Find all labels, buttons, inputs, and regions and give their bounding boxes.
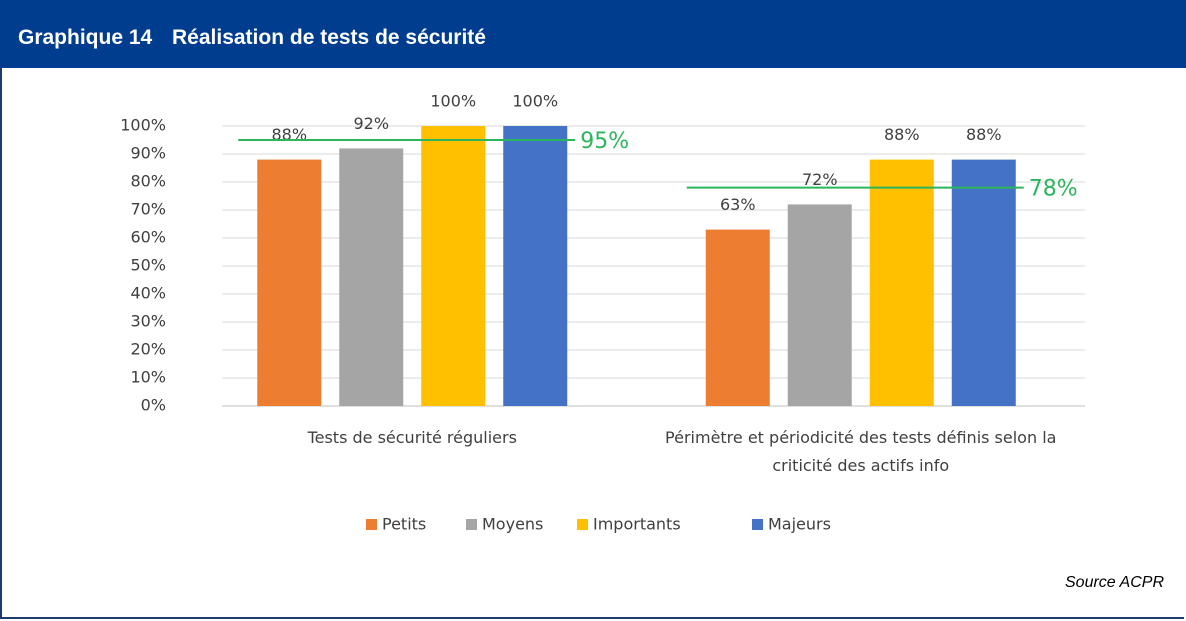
data-label: 88% (966, 125, 1002, 144)
y-tick-label: 0% (141, 396, 166, 415)
data-label: 88% (884, 125, 920, 144)
source: Source ACPR (1065, 574, 1164, 591)
legend-swatch (752, 519, 763, 530)
header: Graphique 14 Réalisation de tests de séc… (0, 0, 1186, 68)
bar (951, 159, 1016, 406)
y-tick-label: 40% (130, 284, 166, 303)
data-label: 88% (271, 125, 307, 144)
reference-label: 78% (1029, 177, 1078, 202)
legend-label: Importants (593, 515, 681, 534)
y-tick-label: 30% (130, 312, 166, 331)
y-tick-label: 20% (130, 340, 166, 359)
legend-swatch (577, 519, 588, 530)
bar (339, 148, 404, 406)
bar (705, 229, 770, 406)
y-tick-label: 80% (130, 172, 166, 191)
legend-swatch (466, 519, 477, 530)
x-tick-label: Tests de sécurité réguliers (307, 428, 517, 447)
data-label: 63% (720, 195, 756, 214)
y-tick-label: 60% (130, 228, 166, 247)
bar (421, 126, 486, 406)
legend-swatch (366, 519, 377, 530)
bar (787, 204, 852, 406)
y-tick-label: 50% (130, 256, 166, 275)
data-label: 92% (353, 114, 389, 133)
y-tick-label: 90% (130, 144, 166, 163)
bar (503, 126, 568, 406)
y-tick-label: 10% (130, 368, 166, 387)
bar (869, 159, 934, 406)
reference-label: 95% (580, 129, 629, 154)
bar (257, 159, 322, 406)
legend-label: Petits (382, 515, 426, 534)
legend-label: Majeurs (768, 515, 831, 534)
chart-number: Graphique 14 (18, 26, 153, 49)
data-label: 100% (512, 92, 558, 111)
data-label: 100% (430, 92, 476, 111)
chart-title: Réalisation de tests de sécurité (172, 26, 486, 49)
data-label: 72% (802, 170, 838, 189)
legend-label: Moyens (482, 515, 543, 534)
x-tick-label: Périmètre et périodicité des tests défin… (665, 428, 1057, 475)
y-tick-label: 100% (120, 116, 166, 135)
y-tick-label: 70% (130, 200, 166, 219)
